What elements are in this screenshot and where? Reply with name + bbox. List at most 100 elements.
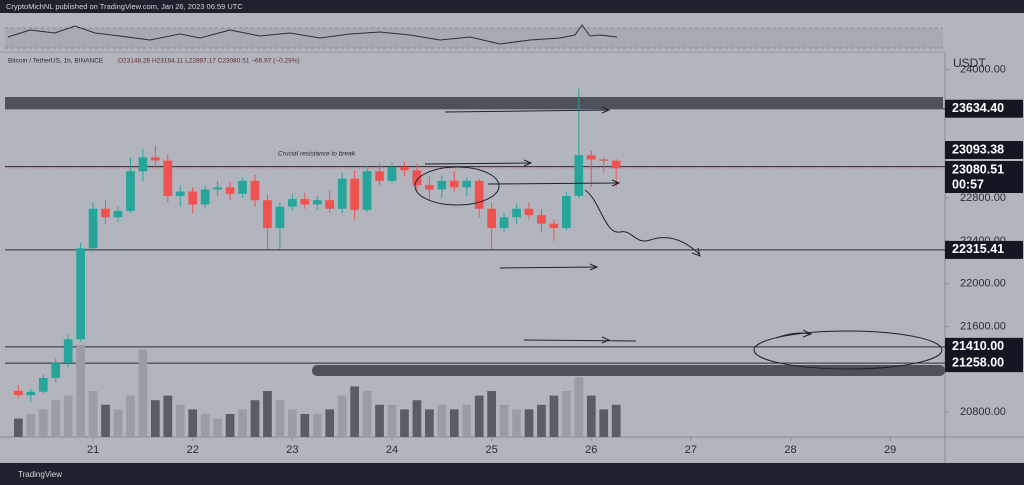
- footer-brand: TradingView: [18, 470, 62, 479]
- price-label-box: [945, 99, 1023, 118]
- price-label-box: [945, 141, 1023, 160]
- price-label-box: [945, 354, 1023, 373]
- volume-bar: [200, 414, 210, 437]
- volume-bar: [113, 409, 123, 437]
- volume-bar: [300, 414, 310, 437]
- candle-body: [549, 223, 559, 229]
- currency-label: USDT: [953, 56, 986, 70]
- price-label: 23634.40: [952, 101, 1004, 115]
- volume-bar: [138, 349, 148, 437]
- volume-bar: [325, 409, 335, 437]
- candle-body: [312, 200, 322, 205]
- candle-body: [26, 391, 36, 396]
- volume-bar: [26, 414, 36, 437]
- price-label-box: [945, 161, 1023, 194]
- candle-body: [300, 199, 310, 205]
- volume-bar: [599, 409, 609, 437]
- volume-bar: [549, 395, 559, 437]
- candle-body: [51, 362, 61, 378]
- volume-bar: [487, 391, 496, 437]
- y-tick-label: 21600.00: [960, 320, 1006, 332]
- header-bar: [0, 0, 1024, 13]
- candle-body: [76, 248, 85, 340]
- arrow-line: [523, 339, 637, 342]
- volume-bar: [275, 400, 285, 437]
- volume-bar: [175, 404, 185, 437]
- arrow-line: [444, 109, 609, 113]
- volume-bar: [63, 395, 73, 437]
- volume-bar: [13, 418, 23, 437]
- volume-bar: [88, 391, 98, 437]
- candle-body: [400, 166, 409, 171]
- candle-body: [462, 180, 472, 188]
- y-tick-label: 22000.00: [960, 278, 1006, 290]
- volume-bar: [225, 414, 235, 437]
- target-ellipse: [753, 330, 943, 370]
- drawings: [414, 106, 943, 370]
- annotation: Crucial resistance to break.: [278, 151, 357, 158]
- x-tick-label: 24: [386, 444, 398, 456]
- volume-bar: [188, 409, 198, 437]
- candle-body: [449, 180, 459, 188]
- arrow-head: [802, 329, 813, 338]
- candle-body: [13, 390, 23, 396]
- candle-body: [213, 187, 222, 190]
- volume-bar: [375, 404, 384, 437]
- candle-body: [63, 339, 73, 363]
- arrow-head: [601, 336, 611, 344]
- ohlc-legend: O23148.26 H23164.11 L22897.17 C23080.51 …: [118, 58, 300, 65]
- candle-body: [188, 191, 198, 205]
- candle-body: [599, 159, 609, 161]
- candle-body: [250, 180, 260, 201]
- candle-body: [487, 208, 496, 229]
- candle-body: [263, 200, 272, 229]
- arrow-head: [523, 159, 533, 167]
- range-ellipse: [414, 166, 500, 206]
- arrow-line: [424, 162, 531, 165]
- price-label-box: [945, 337, 1023, 356]
- volume-bar: [350, 386, 359, 437]
- candle-body: [425, 185, 434, 190]
- volume-bar: [462, 404, 472, 437]
- price-label: 23080.51: [952, 162, 1004, 176]
- x-tick-label: 21: [87, 444, 99, 456]
- candle-body: [512, 208, 521, 218]
- y-tick-label: 22800.00: [960, 192, 1006, 204]
- volume-bar: [76, 345, 85, 437]
- countdown: 00:57: [952, 177, 984, 191]
- candle-body: [138, 157, 148, 172]
- candle-body: [38, 377, 48, 392]
- candle-body: [126, 171, 135, 211]
- candle-body: [200, 189, 210, 205]
- projection-path: [584, 189, 701, 256]
- volume-bar: [400, 409, 409, 437]
- candle-body: [163, 160, 173, 196]
- price-label: 23093.38: [952, 142, 1004, 156]
- arrow-head: [691, 247, 701, 257]
- support-zone: [312, 365, 945, 376]
- volume-bar: [51, 400, 61, 437]
- candle-body: [437, 180, 447, 190]
- volume-bar: [537, 404, 546, 437]
- candle-body: [375, 171, 384, 181]
- volume-bar: [288, 409, 297, 437]
- volume-bar: [449, 409, 459, 437]
- candle-body: [350, 178, 359, 210]
- candle-body: [574, 155, 584, 196]
- candle-body: [238, 180, 247, 194]
- arrow-head: [611, 179, 621, 187]
- x-tick-label: 28: [784, 444, 796, 456]
- volume-bar: [238, 409, 247, 437]
- candle-body: [499, 217, 509, 229]
- candle-body: [474, 180, 484, 209]
- candle-body: [537, 215, 546, 224]
- x-tick-label: 23: [286, 444, 298, 456]
- candle-body: [175, 191, 185, 196]
- candle-body: [362, 171, 372, 210]
- x-tick-label: 26: [585, 444, 597, 456]
- volume-bar: [101, 404, 110, 437]
- y-tick-label: 20800.00: [960, 406, 1006, 418]
- volume-bar: [362, 391, 372, 437]
- candle-body: [275, 206, 285, 229]
